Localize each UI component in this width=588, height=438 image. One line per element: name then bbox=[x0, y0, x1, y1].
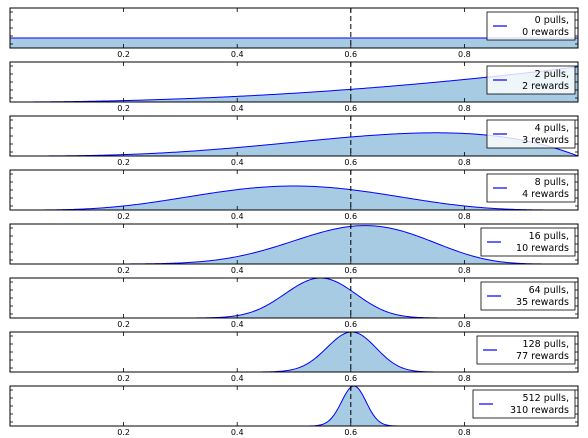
x-tick-label: 0.2 bbox=[117, 50, 130, 59]
x-tick-label: 0.4 bbox=[231, 320, 244, 329]
density-fill bbox=[10, 186, 578, 210]
legend-label-rewards: 77 rewards bbox=[516, 351, 569, 362]
legend: 64 pulls,35 rewards bbox=[480, 281, 576, 311]
legend-label-rewards: 4 rewards bbox=[522, 189, 569, 200]
density-fill bbox=[10, 132, 578, 156]
axes-frame bbox=[9, 7, 579, 49]
x-tick-label: 0.8 bbox=[458, 50, 471, 59]
axes-frame bbox=[9, 169, 579, 211]
x-tick-label: 0.6 bbox=[344, 158, 357, 167]
legend-label-pulls: 64 pulls, bbox=[529, 285, 569, 296]
x-tick-label: 0.4 bbox=[231, 374, 244, 383]
x-tick-label: 0.6 bbox=[344, 104, 357, 113]
legend-label-pulls: 8 pulls, bbox=[535, 177, 569, 188]
x-tick-label: 0.2 bbox=[117, 374, 130, 383]
x-tick-label: 0.2 bbox=[117, 320, 130, 329]
x-tick-label: 0.8 bbox=[458, 428, 471, 437]
subplot-5: 0.2 0.4 0.6 0.8 16 pulls,10 rewards bbox=[9, 223, 579, 275]
x-tick-label: 0.8 bbox=[458, 374, 471, 383]
density-line bbox=[10, 66, 579, 103]
x-tick-label: 0.6 bbox=[344, 320, 357, 329]
legend: 8 pulls,4 rewards bbox=[486, 173, 576, 203]
legend-label-pulls: 512 pulls, bbox=[523, 393, 569, 404]
x-tick-label: 0.2 bbox=[117, 428, 130, 437]
x-tick-label: 0.4 bbox=[231, 158, 244, 167]
x-tick-label: 0.8 bbox=[458, 158, 471, 167]
x-tick-label: 0.2 bbox=[117, 158, 130, 167]
axes-frame bbox=[9, 277, 579, 319]
density-line bbox=[10, 132, 579, 157]
x-tick-label: 0.4 bbox=[231, 428, 244, 437]
x-tick-label: 0.8 bbox=[458, 212, 471, 221]
density-fill bbox=[10, 66, 578, 102]
x-tick-label: 0.4 bbox=[231, 50, 244, 59]
subplot-7: 0.2 0.4 0.6 0.8 128 pulls,77 rewards bbox=[9, 331, 579, 383]
legend-label-pulls: 4 pulls, bbox=[535, 123, 569, 134]
x-tick-label: 0.6 bbox=[344, 266, 357, 275]
density-fill bbox=[10, 225, 578, 264]
density-line bbox=[10, 185, 578, 211]
axes-frame bbox=[9, 385, 579, 427]
x-tick-label: 0.8 bbox=[458, 266, 471, 275]
x-tick-label: 0.4 bbox=[231, 212, 244, 221]
subplot-1: 0.2 0.4 0.6 0.8 0 pulls,0 rewards bbox=[9, 7, 579, 59]
subplot-2: 0.2 0.4 0.6 0.8 2 pulls,2 rewards bbox=[9, 61, 579, 113]
subplot-4: 0.2 0.4 0.6 0.8 8 pulls,4 rewards bbox=[9, 169, 579, 221]
legend-label-rewards: 35 rewards bbox=[516, 297, 569, 308]
x-tick-label: 0.6 bbox=[344, 428, 357, 437]
axes-frame bbox=[9, 115, 579, 157]
x-tick-label: 0.2 bbox=[117, 266, 130, 275]
axes-frame bbox=[9, 331, 579, 373]
legend: 4 pulls,3 rewards bbox=[486, 119, 576, 149]
legend: 512 pulls,310 rewards bbox=[472, 389, 576, 419]
subplot-3: 0.2 0.4 0.6 0.8 4 pulls,3 rewards bbox=[9, 115, 579, 167]
legend: 16 pulls,10 rewards bbox=[480, 227, 576, 257]
subplot-6: 0.2 0.4 0.6 0.8 64 pulls,35 rewards bbox=[9, 277, 579, 329]
legend: 128 pulls,77 rewards bbox=[476, 335, 576, 365]
x-tick-label: 0.6 bbox=[344, 374, 357, 383]
density-fill bbox=[10, 38, 578, 48]
legend-label-pulls: 0 pulls, bbox=[535, 15, 569, 26]
legend: 2 pulls,2 rewards bbox=[486, 65, 576, 95]
legend: 0 pulls,0 rewards bbox=[486, 11, 576, 41]
legend-label-rewards: 10 rewards bbox=[516, 243, 569, 254]
x-tick-label: 0.4 bbox=[231, 266, 244, 275]
legend-label-rewards: 2 rewards bbox=[522, 81, 569, 92]
legend-label-rewards: 0 rewards bbox=[522, 27, 569, 38]
axes-frame bbox=[9, 61, 579, 103]
legend-label-rewards: 3 rewards bbox=[522, 135, 569, 146]
x-tick-label: 0.6 bbox=[344, 50, 357, 59]
x-tick-label: 0.2 bbox=[117, 212, 130, 221]
x-tick-label: 0.2 bbox=[117, 104, 130, 113]
legend-label-pulls: 2 pulls, bbox=[535, 69, 569, 80]
x-tick-label: 0.4 bbox=[231, 104, 244, 113]
axes-frame bbox=[9, 223, 579, 265]
legend-label-pulls: 16 pulls, bbox=[529, 231, 569, 242]
legend-box bbox=[486, 173, 576, 203]
x-tick-label: 0.8 bbox=[458, 104, 471, 113]
legend-label-rewards: 310 rewards bbox=[510, 405, 569, 416]
x-tick-label: 0.6 bbox=[344, 212, 357, 221]
legend-label-pulls: 128 pulls, bbox=[523, 339, 569, 350]
x-tick-label: 0.8 bbox=[458, 320, 471, 329]
density-fill bbox=[10, 278, 578, 318]
